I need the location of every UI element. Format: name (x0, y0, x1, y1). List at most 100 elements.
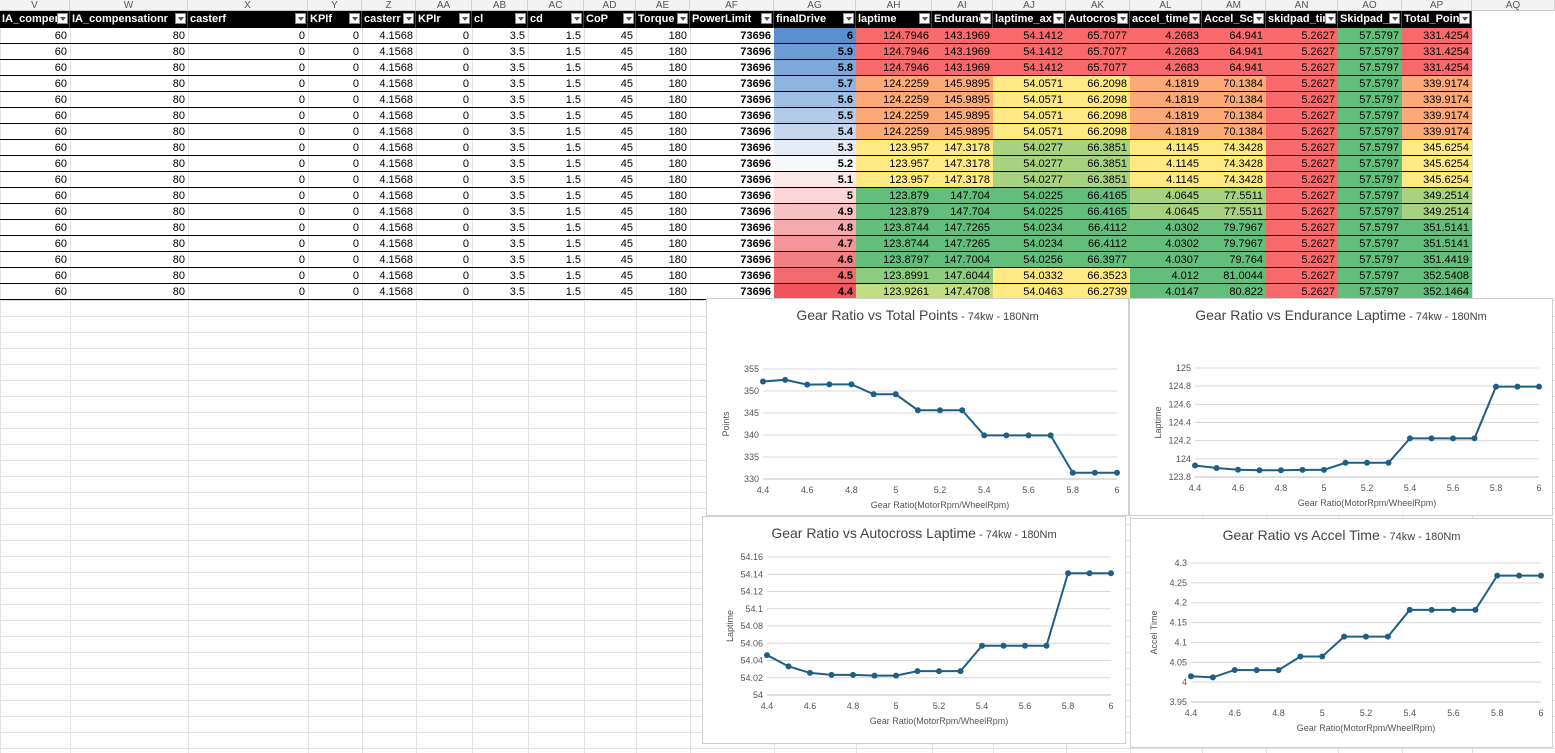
filter-dropdown-button[interactable] (57, 13, 68, 24)
cell-total-points[interactable]: 331.4254 (1402, 44, 1472, 60)
header-powerlimit[interactable]: PowerLimit (690, 11, 774, 28)
cell-torque[interactable]: 180 (636, 108, 690, 124)
cell-enduranc[interactable]: 145.9895 (932, 124, 993, 140)
cell-casterr[interactable]: 4.1568 (362, 28, 416, 44)
cell-finaldrive[interactable]: 5.2 (774, 156, 856, 172)
cell-accel-sc[interactable]: 79.764 (1202, 252, 1266, 268)
column-letter-ab[interactable]: AB (472, 0, 528, 11)
cell-skidpad-tim[interactable]: 5.2627 (1266, 92, 1338, 108)
cell-kpif[interactable]: 0 (308, 172, 362, 188)
cell-finaldrive[interactable]: 5.4 (774, 124, 856, 140)
cell-casterf[interactable]: 0 (188, 108, 308, 124)
header-autocros[interactable]: Autocros (1066, 11, 1130, 28)
filter-dropdown-button[interactable] (349, 13, 360, 24)
cell-laptime-ax[interactable]: 54.0571 (993, 92, 1066, 108)
cell-laptime[interactable]: 123.957 (856, 172, 932, 188)
cell-kpir[interactable]: 0 (416, 252, 472, 268)
cell-total-points[interactable]: 339.9174 (1402, 76, 1472, 92)
column-letter-aa[interactable]: AA (416, 0, 472, 11)
cell-ia-compensationr[interactable]: 80 (70, 92, 188, 108)
cell-laptime[interactable]: 123.8797 (856, 252, 932, 268)
cell-laptime[interactable]: 124.7946 (856, 44, 932, 60)
cell-casterf[interactable]: 0 (188, 204, 308, 220)
cell-kpir[interactable]: 0 (416, 44, 472, 60)
cell-finaldrive[interactable]: 5.1 (774, 172, 856, 188)
cell-kpir[interactable]: 0 (416, 124, 472, 140)
cell-casterf[interactable]: 0 (188, 236, 308, 252)
cell-accel-sc[interactable]: 74.3428 (1202, 156, 1266, 172)
cell-casterf[interactable]: 0 (188, 188, 308, 204)
filter-dropdown-button[interactable] (1325, 13, 1336, 24)
cell-laptime-ax[interactable]: 54.0571 (993, 124, 1066, 140)
cell-cd[interactable]: 1.5 (528, 252, 584, 268)
header-accel-sc[interactable]: Accel_Sc (1202, 11, 1266, 28)
cell-cd[interactable]: 1.5 (528, 76, 584, 92)
cell-cd[interactable]: 1.5 (528, 28, 584, 44)
cell-accel-time[interactable]: 4.1819 (1130, 108, 1202, 124)
cell-ia-compensationr[interactable]: 80 (70, 44, 188, 60)
cell-accel-sc[interactable]: 70.1384 (1202, 108, 1266, 124)
cell-skidpad-[interactable]: 57.5797 (1338, 172, 1402, 188)
cell-cl[interactable]: 3.5 (472, 172, 528, 188)
cell-kpif[interactable]: 0 (308, 108, 362, 124)
cell-cl[interactable]: 3.5 (472, 108, 528, 124)
cell-laptime[interactable]: 123.879 (856, 188, 932, 204)
cell-skidpad-[interactable]: 57.5797 (1338, 140, 1402, 156)
cell-kpir[interactable]: 0 (416, 28, 472, 44)
cell-total-points[interactable]: 339.9174 (1402, 108, 1472, 124)
cell-autocros[interactable]: 65.7077 (1066, 60, 1130, 76)
cell-torque[interactable]: 180 (636, 252, 690, 268)
cell-casterf[interactable]: 0 (188, 44, 308, 60)
cell-ia-compen[interactable]: 60 (0, 188, 70, 204)
cell-kpir[interactable]: 0 (416, 172, 472, 188)
chart-4[interactable]: Gear Ratio vs Accel Time - 74kw - 180Nm 3… (1130, 518, 1553, 748)
cell-ia-compensationr[interactable]: 80 (70, 204, 188, 220)
cell-powerlimit[interactable]: 73696 (690, 204, 774, 220)
cell-casterr[interactable]: 4.1568 (362, 188, 416, 204)
column-letter-ao[interactable]: AO (1338, 0, 1402, 11)
filter-dropdown-button[interactable] (1459, 13, 1470, 24)
cell-skidpad-tim[interactable]: 5.2627 (1266, 44, 1338, 60)
cell-accel-time[interactable]: 4.0302 (1130, 220, 1202, 236)
cell-cd[interactable]: 1.5 (528, 188, 584, 204)
cell-laptime[interactable]: 124.7946 (856, 28, 932, 44)
header-casterf[interactable]: casterf (188, 11, 308, 28)
cell-ia-compensationr[interactable]: 80 (70, 28, 188, 44)
cell-kpif[interactable]: 0 (308, 156, 362, 172)
cell-accel-time[interactable]: 4.1145 (1130, 156, 1202, 172)
cell-kpif[interactable]: 0 (308, 268, 362, 284)
cell-laptime[interactable]: 123.8991 (856, 268, 932, 284)
cell-finaldrive[interactable]: 5.9 (774, 44, 856, 60)
filter-dropdown-button[interactable] (919, 13, 930, 24)
header-cl[interactable]: cl (472, 11, 528, 28)
cell-finaldrive[interactable]: 4.6 (774, 252, 856, 268)
cell-cop[interactable]: 45 (584, 204, 636, 220)
cell-kpif[interactable]: 0 (308, 284, 362, 300)
cell-torque[interactable]: 180 (636, 28, 690, 44)
cell-skidpad-tim[interactable]: 5.2627 (1266, 220, 1338, 236)
cell-accel-sc[interactable]: 79.7967 (1202, 236, 1266, 252)
sort-filter-button[interactable] (843, 13, 854, 24)
cell-cop[interactable]: 45 (584, 92, 636, 108)
cell-kpir[interactable]: 0 (416, 268, 472, 284)
header-finaldrive[interactable]: finalDrive (774, 11, 856, 28)
cell-autocros[interactable]: 66.3851 (1066, 172, 1130, 188)
cell-cop[interactable]: 45 (584, 284, 636, 300)
cell-cl[interactable]: 3.5 (472, 44, 528, 60)
cell-cl[interactable]: 3.5 (472, 60, 528, 76)
cell-total-points[interactable]: 345.6254 (1402, 156, 1472, 172)
cell-accel-sc[interactable]: 77.5511 (1202, 204, 1266, 220)
cell-cl[interactable]: 3.5 (472, 220, 528, 236)
filter-dropdown-button[interactable] (1389, 13, 1400, 24)
cell-finaldrive[interactable]: 5.3 (774, 140, 856, 156)
cell-accel-sc[interactable]: 70.1384 (1202, 124, 1266, 140)
cell-laptime[interactable]: 123.957 (856, 156, 932, 172)
cell-casterf[interactable]: 0 (188, 284, 308, 300)
column-letter-ah[interactable]: AH (856, 0, 932, 11)
cell-skidpad-[interactable]: 57.5797 (1338, 220, 1402, 236)
cell-casterr[interactable]: 4.1568 (362, 172, 416, 188)
header-skidpad-tim[interactable]: skidpad_tim (1266, 11, 1338, 28)
cell-skidpad-tim[interactable]: 5.2627 (1266, 124, 1338, 140)
cell-accel-time[interactable]: 4.0645 (1130, 188, 1202, 204)
